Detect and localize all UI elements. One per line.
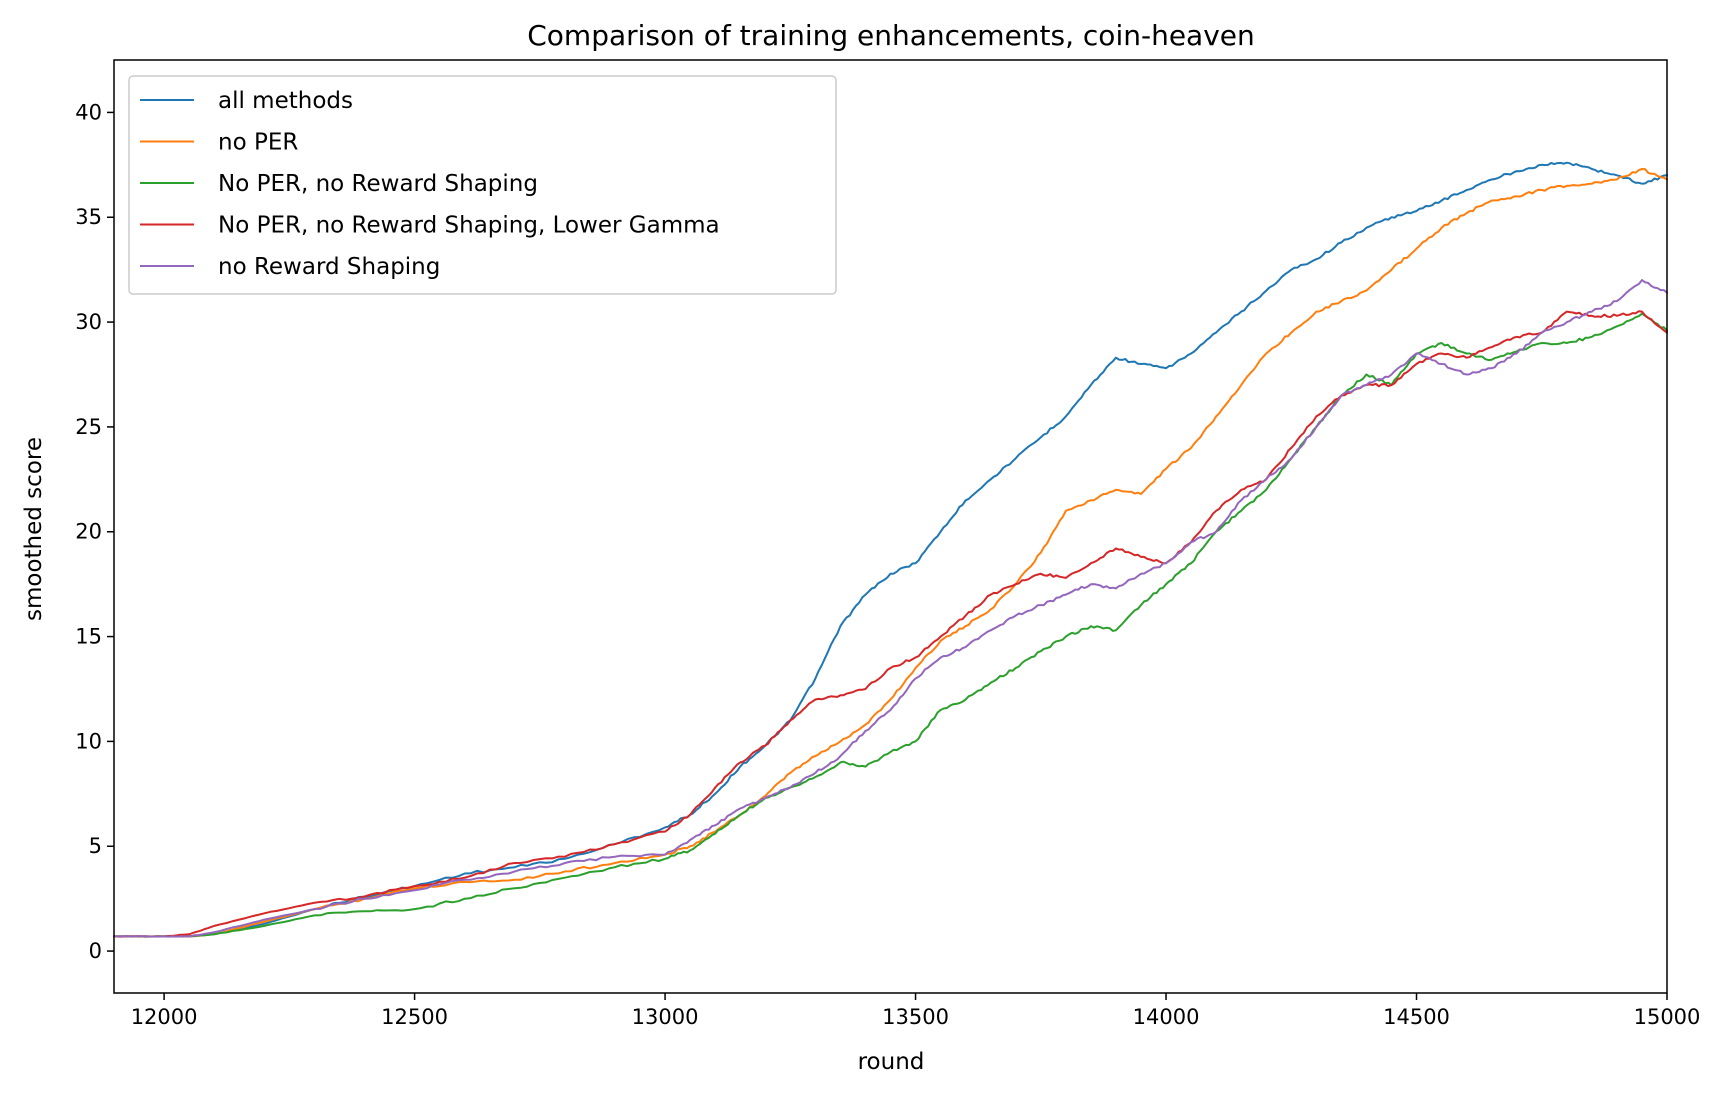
y-tick-label: 15 <box>75 625 102 649</box>
x-tick-label: 14000 <box>1133 1005 1200 1029</box>
chart-title: Comparison of training enhancements, coi… <box>527 19 1255 52</box>
x-tick-label: 14500 <box>1383 1005 1450 1029</box>
legend-label-2: no PER <box>218 130 298 156</box>
series-line-5 <box>113 279 1668 938</box>
plot-frame <box>113 59 1668 994</box>
legend-label-3: No PER, no Reward Shaping <box>218 171 538 197</box>
y-tick-label: 10 <box>75 729 102 753</box>
y-tick-label: 30 <box>75 310 102 334</box>
y-tick-label: 25 <box>75 415 102 439</box>
series-group <box>113 161 1668 938</box>
legend-label-1: all methods <box>218 88 353 114</box>
x-tick-label: 12000 <box>131 1005 198 1029</box>
y-tick-label: 20 <box>75 520 102 544</box>
y-tick-label: 40 <box>75 100 102 124</box>
legend-label-4: No PER, no Reward Shaping, Lower Gamma <box>218 213 720 239</box>
series-line-3 <box>113 312 1668 938</box>
axis-ticks: 12000 12500 13000 13500 14000 14500 15000 0 5 10 1… <box>75 100 1700 1029</box>
legend: all methods no PER No PER, no Reward Shapi… <box>128 75 837 295</box>
y-axis-label: smoothed score <box>21 437 47 621</box>
x-axis-label: round <box>858 1049 925 1075</box>
y-tick-label: 35 <box>75 205 102 229</box>
x-tick-label: 13500 <box>882 1005 949 1029</box>
legend-box <box>128 75 837 295</box>
series-line-4 <box>113 310 1668 938</box>
y-tick-label: 0 <box>89 939 102 963</box>
x-tick-label: 12500 <box>381 1005 448 1029</box>
x-tick-label: 15000 <box>1634 1005 1701 1029</box>
x-tick-label: 13000 <box>632 1005 699 1029</box>
y-tick-label: 5 <box>89 834 102 858</box>
legend-label-5: no Reward Shaping <box>218 254 440 280</box>
